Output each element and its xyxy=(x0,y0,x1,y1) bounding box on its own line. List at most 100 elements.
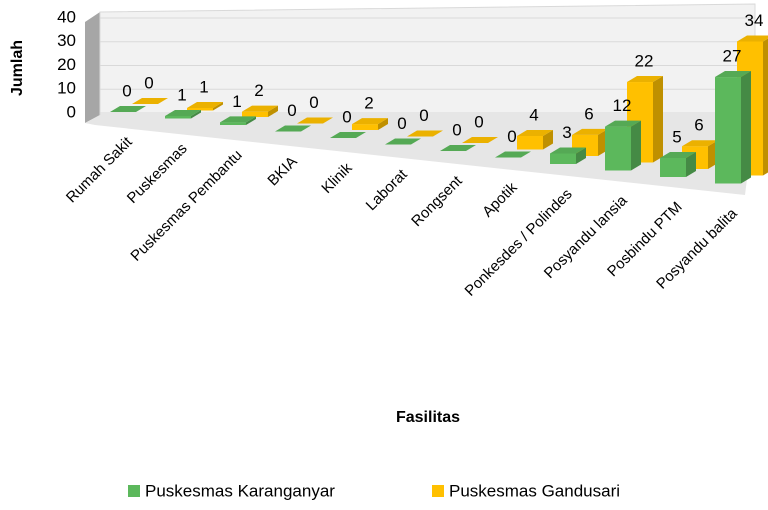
y-tick-label: 20 xyxy=(57,55,76,74)
bar-top xyxy=(715,71,751,78)
bar-top xyxy=(682,140,718,147)
bar-top xyxy=(737,35,768,42)
bar-top xyxy=(517,130,553,137)
value-label: 0 xyxy=(452,120,461,139)
bar xyxy=(550,147,586,164)
bar-side xyxy=(631,120,641,171)
bar-front xyxy=(550,153,576,164)
x-tick-label: Ponkesdes / Polindes xyxy=(462,186,576,300)
bar-front xyxy=(517,136,543,150)
x-tick-label: Puskesmas Pembantu xyxy=(127,147,245,265)
bar-top xyxy=(132,98,168,104)
legend-label: Puskesmas Gandusari xyxy=(449,481,620,500)
bar xyxy=(297,117,333,124)
bar xyxy=(165,109,201,119)
bar-front xyxy=(352,124,378,130)
bar-top xyxy=(627,76,663,83)
value-label: 0 xyxy=(144,73,153,92)
bar xyxy=(407,130,443,137)
bar xyxy=(110,106,146,113)
value-label: 0 xyxy=(507,127,516,146)
bar-front xyxy=(715,77,741,184)
bar-top xyxy=(220,116,256,123)
bar-side xyxy=(268,105,278,117)
bar-top xyxy=(297,117,333,124)
y-axis-title: Jumlah xyxy=(9,40,26,96)
bar-front xyxy=(220,122,246,125)
value-label: 5 xyxy=(672,127,681,146)
bar-front xyxy=(187,107,213,111)
value-label: 2 xyxy=(364,94,373,113)
side-wall xyxy=(85,12,100,123)
bar xyxy=(220,116,256,125)
value-label: 2 xyxy=(254,81,263,100)
x-axis-title: Fasilitas xyxy=(396,409,460,426)
bar-side xyxy=(763,38,768,176)
bar-side xyxy=(246,116,256,125)
legend-swatch xyxy=(128,485,140,497)
x-tick-label: BKIA xyxy=(264,153,300,189)
value-label: 1 xyxy=(199,77,208,96)
value-label: 0 xyxy=(342,107,351,126)
bar xyxy=(352,118,388,130)
bar xyxy=(517,130,553,150)
bar-top xyxy=(550,147,586,154)
bar-top xyxy=(165,109,201,116)
value-label: 0 xyxy=(287,101,296,120)
value-label: 0 xyxy=(309,93,318,112)
bar-top xyxy=(660,152,696,158)
bar-top xyxy=(110,106,146,112)
bar xyxy=(462,137,498,144)
bar-side xyxy=(576,147,586,164)
bar-front xyxy=(242,111,268,117)
bar xyxy=(605,120,641,171)
bar-front xyxy=(660,158,686,177)
value-label: 0 xyxy=(397,114,406,133)
value-label: 4 xyxy=(529,105,538,124)
bar xyxy=(330,132,366,139)
value-label: 22 xyxy=(635,52,654,71)
bar-front xyxy=(165,115,191,119)
x-tick-label: Rongsent xyxy=(408,172,466,230)
legend-label: Puskesmas Karanganyar xyxy=(145,481,335,500)
y-tick-label: 10 xyxy=(57,79,76,98)
bar-side xyxy=(653,76,663,163)
bar-top xyxy=(462,137,498,143)
bar-top xyxy=(385,138,421,145)
bar-side xyxy=(741,71,751,184)
legend-swatch xyxy=(432,485,444,497)
bar-top xyxy=(187,101,223,108)
bar xyxy=(440,145,476,152)
bar-side xyxy=(378,118,388,130)
x-tick-label: Klinik xyxy=(318,159,356,197)
bar-top xyxy=(605,120,641,127)
value-label: 12 xyxy=(613,96,632,115)
bar xyxy=(660,152,696,177)
bar xyxy=(385,138,421,145)
bar xyxy=(275,125,311,132)
value-label: 3 xyxy=(562,123,571,142)
bar-top xyxy=(275,125,311,132)
bar-side xyxy=(543,130,553,150)
bar-top xyxy=(407,130,443,137)
bar-side xyxy=(213,101,223,111)
x-tick-label: Laborat xyxy=(363,166,412,215)
value-label: 34 xyxy=(745,11,764,30)
value-label: 1 xyxy=(177,85,186,104)
bar-side xyxy=(686,152,696,177)
bar-top xyxy=(242,105,278,112)
bar-top xyxy=(330,132,366,138)
bar-top xyxy=(495,151,531,158)
bar-top xyxy=(440,145,476,151)
y-tick-label: 0 xyxy=(67,102,76,121)
value-label: 0 xyxy=(474,112,483,131)
value-label: 0 xyxy=(419,106,428,125)
bar xyxy=(715,71,751,184)
x-tick-label: Puskesmas xyxy=(124,140,191,207)
value-label: 27 xyxy=(723,47,742,66)
y-tick-label: 30 xyxy=(57,31,76,50)
bar-side xyxy=(191,109,201,119)
x-tick-label: Apotik xyxy=(479,179,521,221)
bar xyxy=(242,105,278,117)
value-label: 0 xyxy=(122,81,131,100)
